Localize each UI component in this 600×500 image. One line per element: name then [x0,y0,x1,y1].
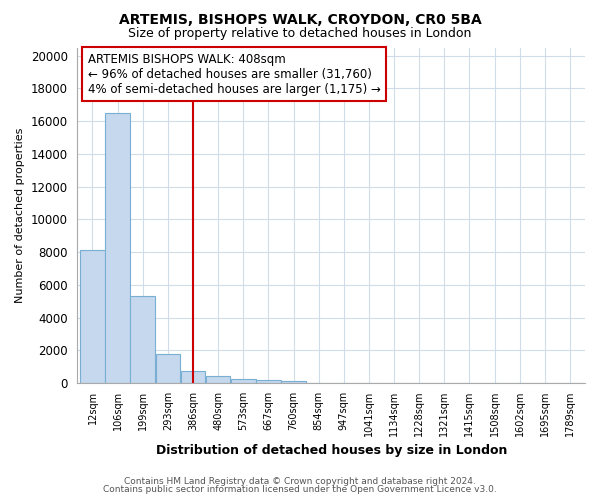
Bar [256,380,281,383]
Bar [80,250,105,383]
Text: ARTEMIS BISHOPS WALK: 408sqm
← 96% of detached houses are smaller (31,760)
4% of: ARTEMIS BISHOPS WALK: 408sqm ← 96% of de… [88,52,380,96]
Text: Contains HM Land Registry data © Crown copyright and database right 2024.: Contains HM Land Registry data © Crown c… [124,477,476,486]
Bar [105,113,130,383]
Bar [155,354,180,383]
Bar [181,371,205,383]
Text: ARTEMIS, BISHOPS WALK, CROYDON, CR0 5BA: ARTEMIS, BISHOPS WALK, CROYDON, CR0 5BA [119,12,481,26]
Bar [231,379,256,383]
Bar [281,382,306,383]
X-axis label: Distribution of detached houses by size in London: Distribution of detached houses by size … [155,444,507,458]
Y-axis label: Number of detached properties: Number of detached properties [15,128,25,303]
Text: Size of property relative to detached houses in London: Size of property relative to detached ho… [128,28,472,40]
Bar [206,376,230,383]
Text: Contains public sector information licensed under the Open Government Licence v3: Contains public sector information licen… [103,485,497,494]
Bar [130,296,155,383]
